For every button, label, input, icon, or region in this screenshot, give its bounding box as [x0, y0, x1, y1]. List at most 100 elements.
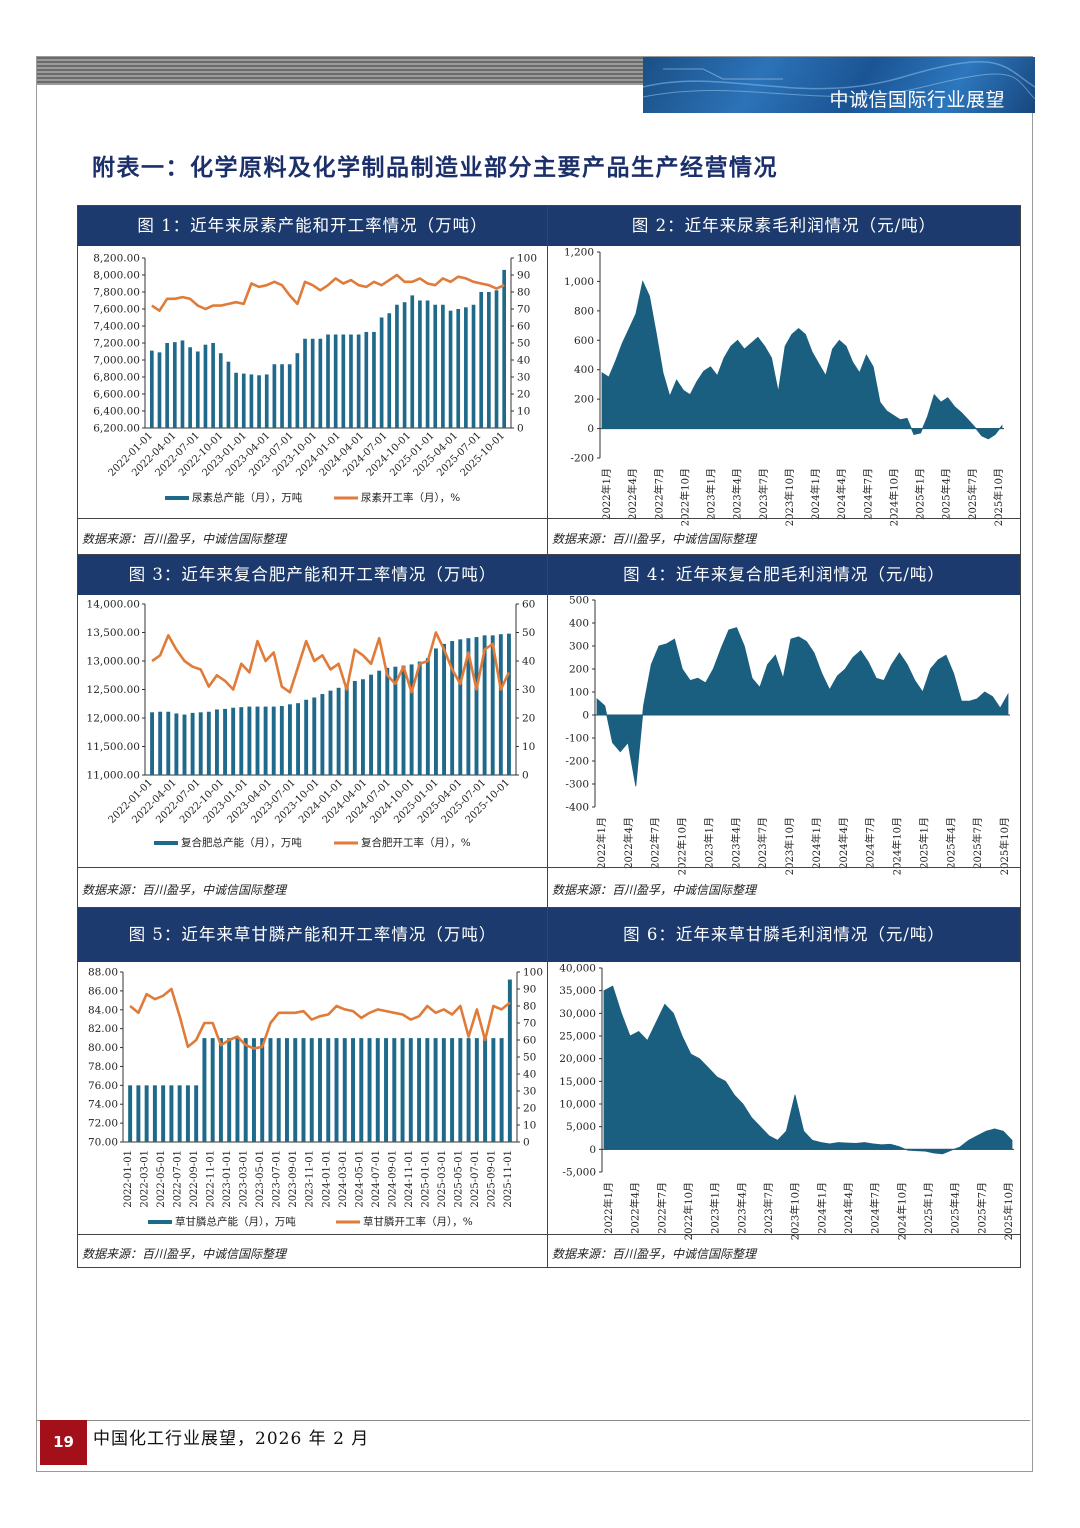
banner-title: 中诚信国际行业展望 [829, 89, 1005, 111]
bar-capacity [506, 633, 511, 775]
y-tick-label: 10,000 [559, 1099, 596, 1111]
bar-capacity [372, 331, 376, 428]
line-utilization [151, 273, 505, 312]
legend-swatch-line [334, 841, 358, 845]
y-tick-label-right: 80 [517, 287, 530, 299]
y-tick-label-left: 14,000.00 [87, 599, 140, 611]
x-tick-label: 2024年10月 [887, 468, 900, 526]
y-tick-label-left: 7,200.00 [93, 338, 140, 350]
figure-1-chart: 6,200.00 6,400.00 6,600.00 6,800.00 7,000.00… [93, 253, 537, 505]
x-tick-label: 2023年10月 [789, 1182, 802, 1240]
y-tick-label-left: 13,000.00 [87, 656, 140, 668]
bar-capacity [310, 338, 315, 428]
x-tick-label: 2024-11-01 [404, 1150, 415, 1208]
bar-capacity [202, 1038, 207, 1142]
chart-grid [77, 205, 1021, 1268]
bar-capacity [226, 361, 231, 428]
line-utilization [129, 987, 511, 1050]
x-tick-label: 2022年4月 [629, 1182, 642, 1234]
legend-label-line: 复合肥开工率（月），% [361, 836, 471, 849]
bar-capacity [211, 343, 215, 428]
bar-capacity [418, 300, 422, 428]
figure-6-title: 图 6：近年来草甘膦毛利润情况（元/吨） [548, 908, 1020, 962]
y-tick-label-right: 100 [517, 253, 537, 265]
y-tick-label: 20,000 [559, 1053, 596, 1065]
grid-divider [547, 205, 548, 1268]
bar-capacity [150, 712, 155, 775]
x-tick-label: 2024-09-01 [387, 1150, 398, 1208]
figure-3-chart: 11,000.00 11,500.00 12,000.00 12,500.00 13,0… [87, 599, 536, 850]
bar-capacity [312, 697, 317, 775]
x-tick-label: 2025年4月 [949, 1182, 962, 1234]
bar-capacity [271, 706, 276, 775]
y-tick-label: 600 [574, 335, 594, 347]
bar-capacity [326, 334, 330, 428]
bar-capacity [466, 1038, 471, 1142]
legend-swatch-bar [148, 1220, 172, 1224]
legend-label-bar: 复合肥总产能（月），万吨 [181, 836, 302, 849]
bar-capacity [161, 1085, 166, 1142]
bar-capacity [417, 1038, 422, 1142]
bar-capacity [375, 1038, 380, 1142]
y-tick-label: 40,000 [559, 963, 596, 975]
legend-swatch-line [336, 1220, 360, 1224]
x-tick-label: 2022年10月 [682, 1182, 695, 1240]
y-tick-label-left: 78.00 [88, 1061, 118, 1073]
y-tick-label-left: 11,500.00 [87, 741, 140, 753]
bar-capacity [166, 711, 171, 775]
x-tick-label: 2025年10月 [1002, 1182, 1015, 1240]
bar-capacity [234, 372, 238, 428]
line-utilization [151, 631, 511, 694]
bar-capacity [249, 374, 254, 428]
x-tick-label: 2022年1月 [600, 468, 613, 520]
bar-capacity [195, 351, 200, 428]
bar-capacity [487, 292, 491, 428]
y-tick-label: 300 [569, 641, 589, 653]
bar-capacity [364, 331, 369, 428]
bar-capacity [458, 639, 463, 775]
bar-capacity [491, 1038, 496, 1142]
figure-5-chart: 70.00 72.00 74.00 76.00 78.00 80.00 82.00 84.00… [88, 967, 543, 1229]
y-tick-label-left: 8,000.00 [93, 270, 140, 282]
bar-capacity [379, 317, 384, 428]
x-tick-label: 2024-05-01 [354, 1150, 365, 1208]
y-tick-label: -5,000 [562, 1167, 596, 1179]
bar-capacity [408, 1038, 413, 1142]
bar-capacity [425, 658, 430, 775]
bar-capacity [158, 711, 163, 775]
figure-2-source: 数据来源：百川盈孚，中诚信国际整理 [552, 532, 757, 546]
bar-capacity [304, 699, 309, 775]
y-tick-label: 1,200 [564, 247, 594, 259]
bar-capacity [296, 703, 301, 775]
x-tick-label: 2025年4月 [944, 817, 957, 869]
x-tick-label: 2024-03-01 [338, 1150, 349, 1208]
bar-capacity [264, 374, 269, 428]
legend-label-bar: 草甘膦总产能（月），万吨 [175, 1215, 296, 1228]
area-profit [596, 627, 1009, 787]
bar-capacity [494, 290, 499, 428]
x-tick-label: 2024年1月 [809, 468, 822, 520]
x-tick-label: 2024年1月 [810, 817, 823, 869]
x-tick-label: 2023-01-01 [222, 1150, 233, 1208]
y-tick-label-right: 90 [517, 270, 530, 282]
bar-capacity [433, 304, 438, 428]
bar-capacity [318, 1038, 322, 1142]
figure-2-title: 图 2：近年来尿素毛利润情况（元/吨） [548, 206, 1020, 246]
y-tick-label: 0 [582, 710, 589, 722]
x-tick-label: 2024年4月 [835, 468, 848, 520]
x-tick-label: 2022-01-01 [123, 1150, 134, 1208]
separator [548, 1234, 1020, 1235]
y-tick-label-left: 86.00 [88, 985, 118, 997]
y-tick-label: 15,000 [559, 1076, 596, 1088]
bar-capacity [243, 1038, 248, 1142]
separator [78, 867, 547, 868]
y-tick-label: -400 [565, 802, 589, 814]
x-tick-label: 2023年1月 [702, 817, 715, 869]
figure-6-source: 数据来源：百川盈孚，中诚信国际整理 [552, 1247, 757, 1261]
bar-capacity [474, 637, 479, 775]
bar-capacity [464, 307, 468, 428]
x-tick-label: 2024年7月 [869, 1182, 882, 1234]
bar-capacity [356, 334, 361, 428]
x-tick-label: 2022年1月 [595, 817, 608, 869]
x-tick-label: 2024年10月 [891, 817, 904, 875]
